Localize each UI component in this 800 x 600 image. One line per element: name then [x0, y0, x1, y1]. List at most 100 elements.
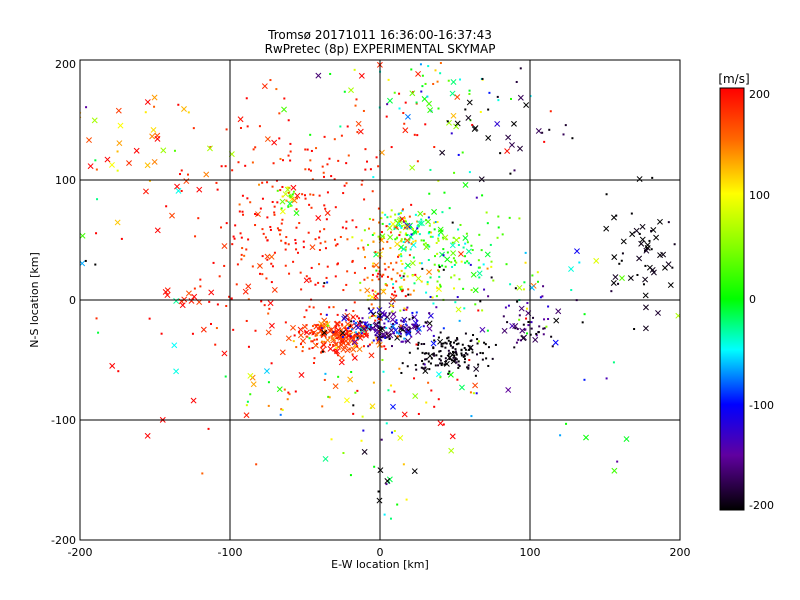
- x-tick-label: -200: [68, 546, 93, 559]
- scatter-point-dot: [263, 304, 266, 307]
- scatter-point-dot: [506, 321, 509, 324]
- scatter-point-dot: [315, 338, 318, 341]
- scatter-point-dot: [266, 181, 269, 184]
- scatter-point-dot: [424, 358, 427, 361]
- scatter-point-dot: [242, 213, 245, 216]
- scatter-point-dot: [380, 231, 383, 234]
- scatter-point-dot: [479, 110, 482, 113]
- scatter-point-cross: [150, 126, 157, 133]
- scatter-point-dot: [408, 326, 411, 329]
- scatter-point-dot: [469, 391, 472, 394]
- scatter-point-dot: [502, 315, 505, 318]
- scatter-point-dot: [341, 335, 344, 338]
- scatter-point-dot: [324, 240, 327, 243]
- scatter-point-dot: [476, 338, 479, 341]
- scatter-point-cross: [444, 256, 451, 263]
- scatter-point-dot: [527, 321, 530, 324]
- scatter-point-dot: [424, 123, 427, 126]
- scatter-point-cross: [505, 387, 512, 393]
- scatter-point-dot: [435, 354, 438, 357]
- scatter-point-dot: [377, 207, 380, 210]
- scatter-point-dot: [385, 115, 388, 118]
- scatter-point-dot: [436, 252, 439, 255]
- scatter-point-cross: [478, 176, 485, 183]
- scatter-point-dot: [335, 347, 338, 350]
- scatter-point-dot: [409, 248, 412, 251]
- scatter-point-cross: [485, 135, 492, 141]
- scatter-point-cross: [385, 332, 392, 339]
- scatter-point-dot: [341, 226, 344, 229]
- scatter-point-dot: [461, 151, 464, 154]
- scatter-point-dot: [289, 150, 292, 153]
- scatter-point-dot: [459, 223, 462, 226]
- scatter-point-dot: [360, 439, 363, 442]
- colorbar-label: [m/s]: [718, 72, 749, 86]
- scatter-point-dot: [382, 273, 385, 276]
- scatter-point-dot: [455, 358, 458, 361]
- scatter-point-dot: [315, 147, 318, 150]
- scatter-point-dot: [428, 224, 431, 227]
- scatter-point-dot: [240, 258, 243, 261]
- scatter-point-dot: [355, 226, 358, 229]
- scatter-point-cross: [409, 260, 416, 267]
- scatter-point-cross: [405, 329, 412, 335]
- scatter-point-cross: [318, 320, 325, 327]
- y-tick-label: 200: [55, 58, 76, 71]
- scatter-point-cross: [411, 314, 418, 321]
- scatter-point-cross: [179, 302, 186, 309]
- scatter-point-dot: [209, 322, 212, 325]
- scatter-point-dot: [507, 304, 510, 307]
- scatter-point-dot: [267, 404, 270, 407]
- scatter-point-cross: [636, 176, 643, 182]
- scatter-point-dot: [153, 105, 156, 108]
- scatter-point-cross: [685, 234, 690, 239]
- scatter-point-dot: [270, 362, 273, 365]
- scatter-point-dot: [288, 393, 291, 396]
- scatter-point-cross: [200, 326, 207, 333]
- scatter-point-dot: [318, 194, 321, 197]
- scatter-point-dot: [309, 193, 312, 196]
- scatter-point-cross: [555, 308, 562, 315]
- scatter-point-dot: [377, 278, 380, 281]
- scatter-point-cross: [472, 287, 479, 294]
- scatter-point-dot: [423, 342, 426, 345]
- scatter-point-dot: [363, 198, 366, 201]
- scatter-point-dot: [408, 254, 411, 257]
- scatter-point-dot: [363, 256, 366, 259]
- scatter-point-dot: [246, 197, 249, 200]
- scatter-point-dot: [481, 309, 484, 312]
- scatter-point-dot: [270, 281, 273, 284]
- scatter-point-cross: [303, 329, 310, 336]
- scatter-point-dot: [396, 503, 399, 506]
- scatter-point-dot: [249, 393, 252, 396]
- scatter-point-dot: [308, 277, 311, 280]
- scatter-point-dot: [444, 363, 447, 366]
- scatter-point-cross: [351, 339, 358, 346]
- plot-frame: [79, 59, 681, 541]
- scatter-point-dot: [281, 195, 284, 198]
- scatter-point-dot: [405, 324, 408, 327]
- scatter-point-dot: [419, 63, 422, 66]
- scatter-point-dot: [400, 340, 403, 343]
- scatter-point-dot: [404, 331, 407, 334]
- scatter-point-dot: [404, 295, 407, 298]
- scatter-point-dot: [280, 222, 283, 225]
- scatter-point-dot: [451, 221, 454, 224]
- scatter-point-dot: [389, 517, 392, 520]
- scatter-point-dot: [326, 281, 329, 284]
- scatter-point-dot: [455, 353, 458, 356]
- scatter-point-dot: [273, 251, 276, 254]
- scatter-point-cross: [282, 191, 289, 198]
- scatter-point-dot: [516, 328, 519, 331]
- scatter-point-dot: [348, 330, 351, 333]
- scatter-point-dot: [547, 318, 550, 321]
- scatter-point-dot: [398, 286, 401, 289]
- scatter-point-dot: [346, 270, 349, 273]
- scatter-point-cross: [247, 372, 254, 379]
- scatter-point-cross: [449, 242, 456, 249]
- scatter-point-dot: [457, 366, 460, 369]
- scatter-point-dot: [243, 254, 246, 257]
- scatter-point-dot: [335, 342, 338, 345]
- scatter-point-dot: [305, 309, 308, 312]
- scatter-point-dot: [295, 208, 298, 211]
